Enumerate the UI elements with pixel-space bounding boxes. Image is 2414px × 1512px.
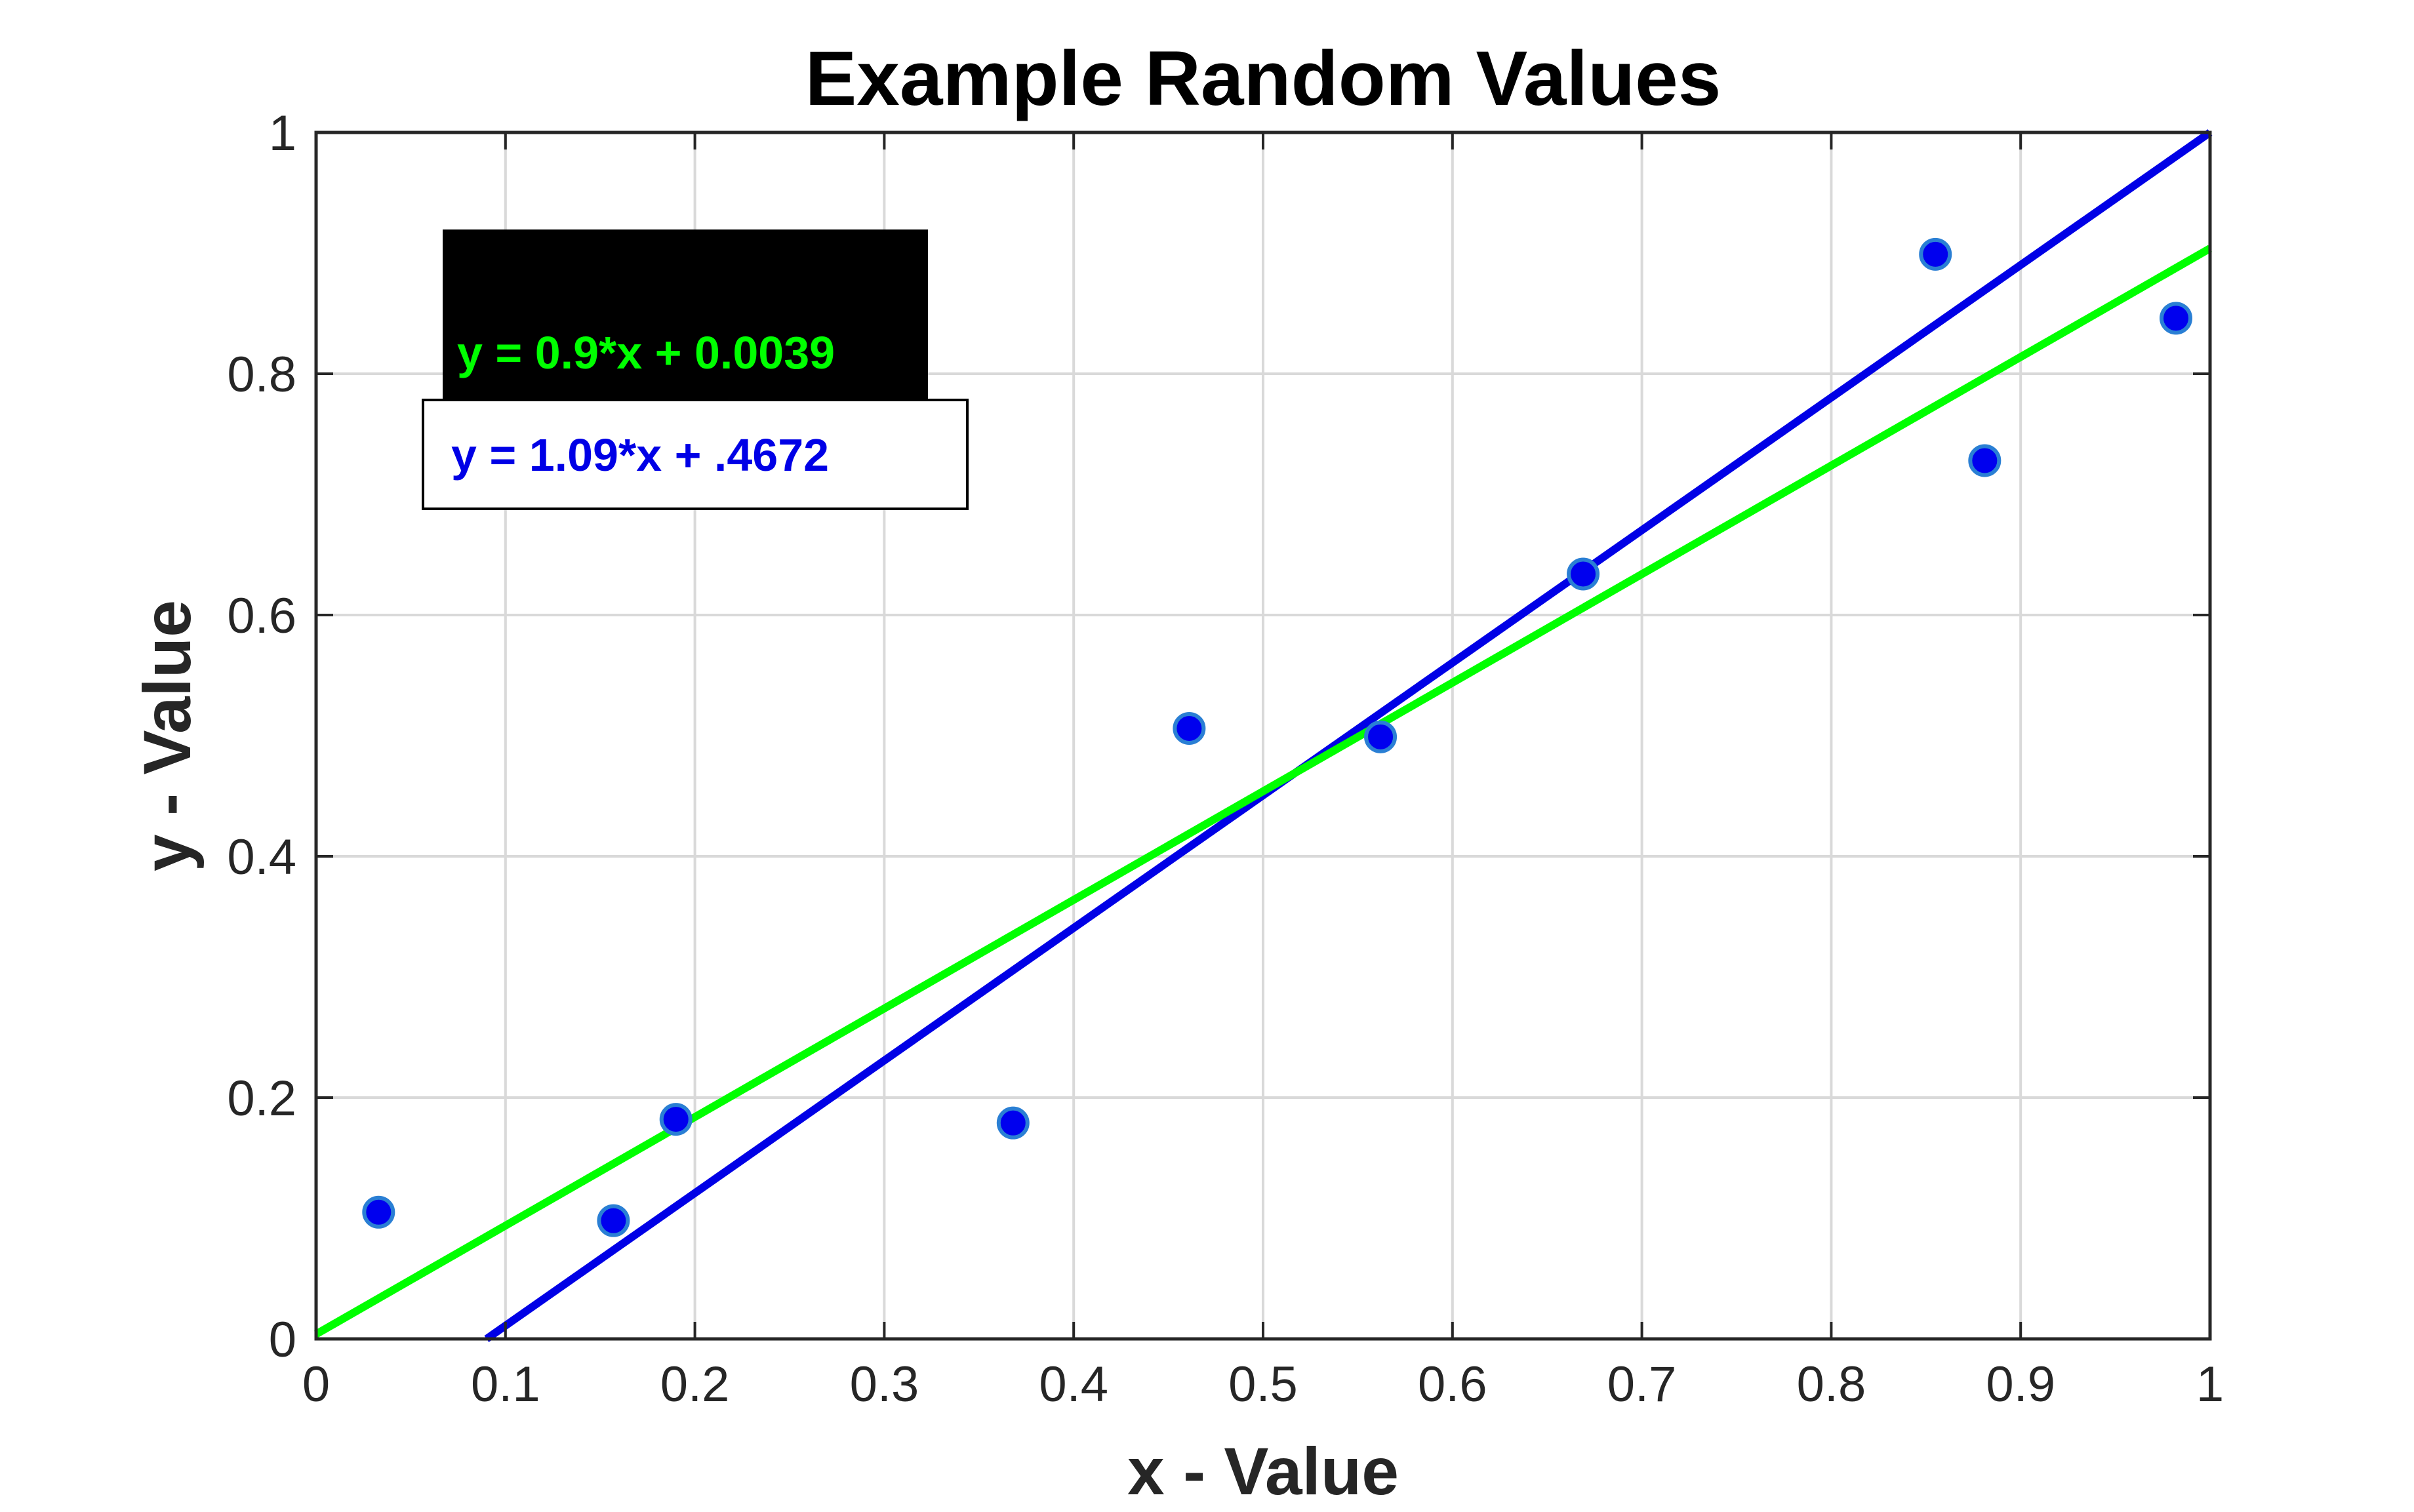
fit-lines <box>314 129 2213 1342</box>
data-point <box>1968 444 2002 477</box>
data-point <box>659 1103 693 1136</box>
data-point <box>1567 557 1600 591</box>
data-point <box>362 1195 395 1229</box>
y-tick-label: 0 <box>269 1312 296 1368</box>
x-tick-label: 0.6 <box>1418 1357 1487 1412</box>
blue-fit-line <box>484 129 2213 1342</box>
x-tick-label: 0 <box>302 1357 330 1412</box>
data-points <box>362 237 2193 1237</box>
x-tick-label: 0.8 <box>1797 1357 1866 1412</box>
x-tick-labels: 0 0.1 0.2 0.3 0.4 0.5 0.6 0.7 0.8 0.9 1 <box>302 1357 2224 1412</box>
data-point <box>996 1106 1030 1140</box>
x-tick-label: 0.2 <box>660 1357 730 1412</box>
data-point <box>2160 302 2193 335</box>
annotation-green-text: y = 0.9*x + 0.0039 <box>457 327 835 378</box>
y-tick-label: 1 <box>269 106 296 161</box>
y-tick-label: 0.4 <box>227 829 296 885</box>
annotation-green-background <box>443 229 928 402</box>
x-tick-label: 1 <box>2196 1357 2224 1412</box>
x-tick-label: 0.4 <box>1039 1357 1108 1412</box>
x-tick-label: 0.1 <box>471 1357 540 1412</box>
x-tick-label: 0.5 <box>1228 1357 1298 1412</box>
data-point <box>1364 720 1398 753</box>
x-tick-label: 0.3 <box>850 1357 919 1412</box>
axis-ticks <box>315 131 2211 1340</box>
data-point <box>1173 711 1206 745</box>
data-point <box>1919 237 1952 271</box>
chart-title: Example Random Values <box>805 35 1721 122</box>
y-tick-labels: 0 0.2 0.4 0.6 0.8 1 <box>227 106 296 1368</box>
y-tick-label: 0.2 <box>227 1071 296 1126</box>
data-point <box>597 1204 630 1237</box>
x-axis-label: x - Value <box>1127 1434 1399 1509</box>
annotation-blue-background <box>422 399 969 510</box>
annotation-green-equation: y = 0.9*x + 0.0039 <box>443 229 928 402</box>
y-tick-label: 0.8 <box>227 347 296 403</box>
green-fit-line <box>314 245 2212 1338</box>
annotation-blue-equation: y = 1.09*x + .4672 <box>422 399 969 510</box>
x-tick-label: 0.7 <box>1607 1357 1677 1412</box>
y-axis-label: y - Value <box>130 600 205 871</box>
y-tick-label: 0.6 <box>227 588 296 644</box>
x-tick-label: 0.9 <box>1986 1357 2055 1412</box>
annotation-blue-text: y = 1.09*x + .4672 <box>451 429 829 481</box>
